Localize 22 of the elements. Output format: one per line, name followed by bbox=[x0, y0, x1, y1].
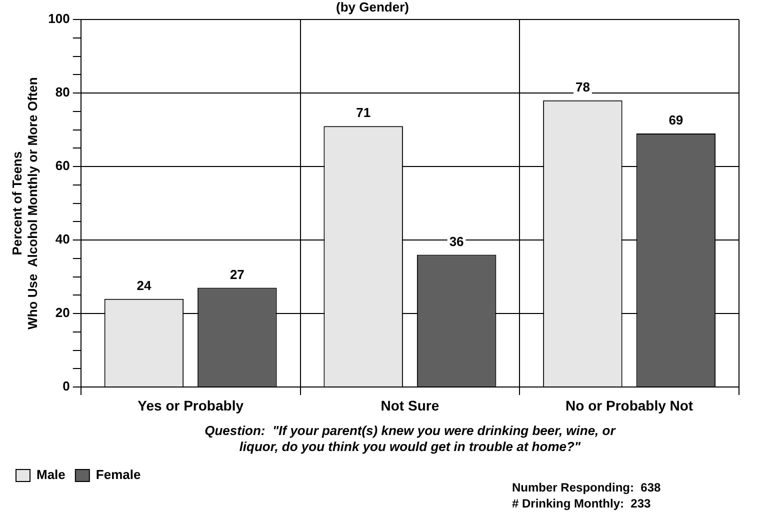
x-tick-label: Not Sure bbox=[380, 397, 440, 414]
data-label: 27 bbox=[230, 266, 244, 282]
text: Number Responding: 638 bbox=[512, 480, 662, 494]
data-label: 69 bbox=[668, 112, 684, 128]
legend-label: Male bbox=[36, 467, 66, 482]
text: # Drinking Monthly: 233 bbox=[512, 496, 652, 510]
x-tick-label: No or Probably Not bbox=[566, 397, 694, 414]
y-tick-label: 40 bbox=[55, 232, 70, 247]
y-tick-label: 80 bbox=[55, 84, 70, 100]
data-label: 36 bbox=[449, 234, 464, 249]
chart-title: (by Gender) bbox=[336, 0, 409, 14]
data-label: 24 bbox=[136, 278, 152, 293]
y-tick-label: 100 bbox=[48, 11, 70, 26]
y-axis-title: Percent of Teens Who Use Alcohol Monthly or More Often bbox=[9, 77, 40, 330]
y-tick-label: 20 bbox=[55, 305, 70, 320]
y-tick-label: 0 bbox=[62, 378, 70, 394]
y-tick-label: 60 bbox=[55, 158, 70, 174]
data-label: 78 bbox=[575, 80, 590, 95]
x-tick-label: Yes or Probably bbox=[138, 397, 244, 414]
text: Question: "If your parent(s) knew you were drinking beer, wine, or liquor, do you think you would get in trouble at home?" bbox=[204, 423, 616, 454]
data-label: 71 bbox=[356, 105, 371, 120]
legend-label: Female bbox=[96, 467, 141, 482]
